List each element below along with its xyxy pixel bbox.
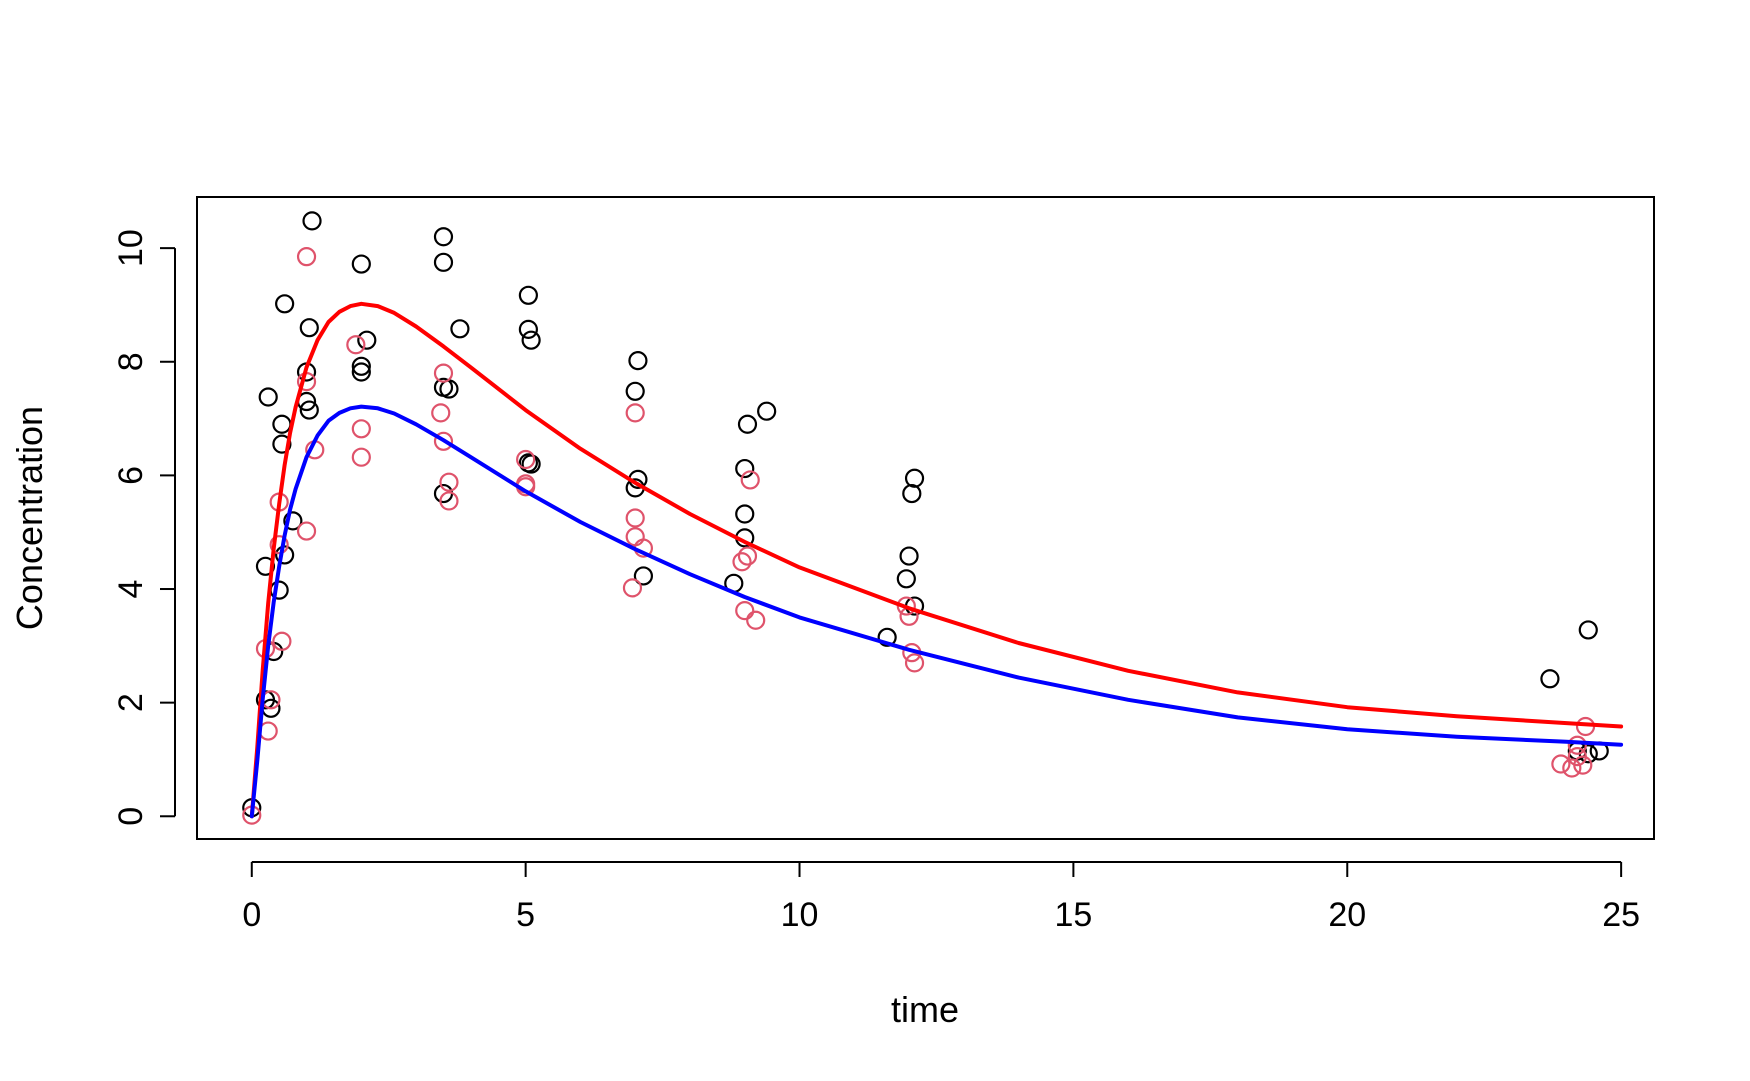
series-1-point [431,403,451,423]
x-tick-label: 10 [781,896,819,934]
series-1-point [1562,758,1582,778]
series-0-point [357,330,377,350]
series-0-point [258,387,278,407]
series-1-point [296,247,317,267]
series-1-point [1567,735,1587,755]
series-0-point [275,294,295,314]
series-0-point [633,566,654,586]
x-tick-label: 20 [1328,896,1366,934]
series-1-point [433,431,454,451]
x-tick-label: 15 [1054,896,1092,934]
series-2-line [249,301,1624,819]
series-1-point [439,472,459,492]
series-1-point [351,419,371,439]
series-0-point [302,211,322,231]
series-0-point [433,227,454,247]
series-1-point [732,552,752,572]
series-0-point [518,319,538,339]
y-tick-label: 6 [112,466,150,485]
series-1-point [439,491,459,511]
y-tick-label: 2 [112,693,150,712]
y-tick-label: 0 [112,807,150,826]
series-0-point [902,483,922,504]
series-1-point [346,335,366,355]
series-0-point [735,458,755,479]
series-0-point [896,569,916,589]
series-0-point [351,362,371,382]
series-0-point [521,330,541,350]
x-tick-label: 25 [1602,896,1640,934]
series-0-point [735,504,755,524]
series-0-point [272,414,292,434]
series-layer [242,211,1624,825]
series-0-point [1578,620,1598,640]
series-1-point [735,601,755,621]
series-0-point [625,381,645,401]
series-0-point [521,454,541,474]
series-1-point [433,363,454,383]
series-0-point [272,434,292,454]
series-1-point [625,403,645,423]
series-0-point [255,556,276,576]
series-0-point [737,414,758,434]
series-0-point [299,400,319,420]
series-1-point [625,508,645,528]
series-3-line [249,404,1624,819]
series-0-point [1540,669,1560,689]
series-0-point [450,319,470,339]
x-axis-label: time [891,989,959,1030]
x-tick-label: 0 [242,896,261,934]
series-1-point [269,535,289,555]
series-0-point [518,285,538,305]
series-0-point [283,511,303,531]
series-1-point [1551,754,1571,774]
series-0-point [351,356,371,376]
series-1-point [737,546,758,566]
series-0-point [299,318,319,338]
series-1-point [904,653,925,673]
series-0-point [628,351,648,371]
y-tick-label: 10 [112,229,150,267]
series-0-point [351,254,371,274]
series-1-point [516,449,536,470]
y-tick-label: 4 [112,580,150,599]
series-0-point [757,401,777,421]
series-1-point [746,610,766,630]
y-tick-label: 8 [112,352,150,371]
series-1-point [622,578,643,598]
plot-frame [196,196,1655,840]
y-axis-label: Concentration [9,406,50,630]
series-1-point [1573,755,1593,775]
y-axis: 0 2 4 6 8 10 [112,229,176,826]
series-1-point [272,631,292,651]
series-1-point [351,447,371,467]
series-0-point [433,252,454,272]
series-0-point [899,546,919,566]
series-1-point [296,521,317,541]
series-0-point [877,627,897,647]
x-axis: 0 5 10 15 20 25 [242,861,1640,934]
x-tick-label: 5 [516,896,535,934]
series-1-point [740,470,760,490]
series-0-point [904,468,925,488]
series-1-point [625,527,645,547]
